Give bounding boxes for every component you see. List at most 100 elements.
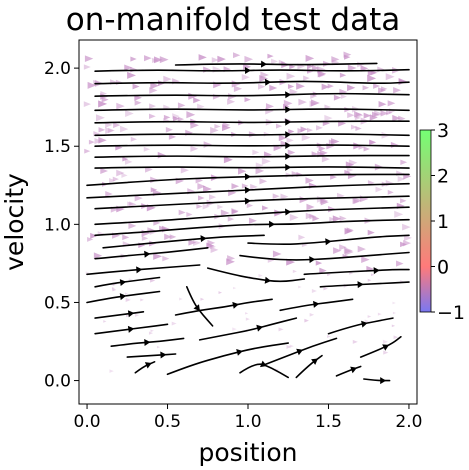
sample-marker	[278, 327, 284, 332]
streamline-arrow	[144, 250, 151, 258]
sample-marker	[212, 66, 222, 73]
sample-marker	[352, 339, 358, 344]
sample-marker	[387, 100, 396, 107]
streamline-arrow	[285, 131, 292, 139]
streamline	[295, 354, 323, 379]
sample-marker	[233, 85, 243, 93]
sample-marker	[252, 149, 260, 156]
streamline	[174, 298, 273, 316]
sample-marker	[100, 167, 108, 175]
sample-marker	[272, 193, 280, 200]
x-tick-label: 0.0	[74, 412, 101, 432]
sample-marker	[94, 137, 103, 145]
streamline	[319, 281, 410, 288]
sample-marker	[331, 138, 340, 145]
sample-marker	[382, 339, 388, 344]
sample-marker	[211, 57, 219, 63]
sample-marker	[262, 205, 269, 211]
sample-marker	[370, 273, 375, 277]
sample-marker	[272, 250, 282, 258]
sample-marker	[109, 177, 116, 184]
sample-marker	[98, 100, 108, 108]
sample-marker	[150, 82, 160, 90]
sample-marker	[363, 112, 372, 119]
streamline-arrow	[285, 118, 292, 126]
sample-marker	[296, 82, 305, 90]
sample-marker	[367, 278, 372, 282]
sample-marker	[390, 141, 399, 149]
sample-marker	[287, 149, 296, 156]
sample-marker	[250, 183, 258, 190]
sample-marker	[203, 66, 212, 73]
sample-marker	[344, 228, 353, 235]
sample-marker	[208, 194, 217, 201]
sample-marker	[165, 126, 173, 133]
sample-marker	[188, 239, 197, 246]
sample-marker	[143, 146, 151, 152]
sample-marker	[354, 115, 361, 121]
sample-marker	[289, 88, 298, 96]
sample-marker	[400, 198, 407, 204]
sample-marker	[299, 196, 309, 204]
sample-marker	[163, 75, 172, 83]
sample-marker	[333, 247, 342, 255]
sample-marker	[232, 327, 237, 331]
sample-marker	[98, 136, 107, 144]
sample-marker	[210, 126, 219, 134]
sample-marker	[289, 344, 294, 348]
sample-marker	[87, 81, 97, 89]
colorbar-tick-label: 1	[437, 211, 449, 233]
streamline	[94, 133, 410, 137]
streamline	[94, 120, 410, 124]
colorbar-tick-label: 3	[437, 120, 449, 142]
sample-marker	[121, 172, 128, 178]
sample-marker	[333, 94, 342, 101]
sample-marker	[378, 101, 387, 108]
streamline	[86, 264, 201, 276]
sample-marker	[220, 209, 230, 217]
x-tick-label: 1.0	[234, 412, 261, 432]
sample-marker	[241, 183, 249, 189]
sample-marker	[375, 186, 383, 193]
streamline-arrow	[285, 106, 292, 114]
sample-marker	[367, 229, 375, 236]
streamline-arrow	[244, 173, 251, 181]
sample-marker	[396, 260, 404, 267]
sample-marker	[304, 318, 309, 323]
sample-marker	[289, 64, 296, 70]
sample-marker	[391, 324, 396, 328]
sample-marker	[163, 114, 171, 120]
sample-marker	[116, 169, 125, 177]
y-tick-label: 2.0	[44, 59, 71, 79]
streamline-arrow	[285, 208, 292, 216]
streamline-arrow	[244, 186, 251, 194]
sample-marker	[321, 83, 330, 91]
sample-marker	[149, 113, 156, 119]
sample-marker	[324, 114, 333, 122]
sample-marker	[267, 53, 274, 59]
sample-marker	[352, 196, 362, 204]
sample-marker	[101, 96, 109, 103]
sample-marker	[98, 127, 106, 133]
sample-marker	[339, 72, 347, 78]
sample-marker	[197, 103, 205, 110]
streamline-arrow	[285, 163, 292, 171]
streamline	[186, 286, 214, 327]
sample-marker	[400, 241, 407, 248]
sample-marker	[258, 83, 266, 90]
sample-marker	[193, 239, 201, 247]
sample-marker	[180, 167, 189, 174]
sample-marker	[367, 74, 377, 82]
streamline-arrow	[261, 60, 268, 68]
sample-marker	[330, 174, 337, 180]
sample-marker	[217, 204, 224, 210]
sample-marker	[178, 209, 186, 216]
sample-marker	[186, 212, 193, 218]
sample-marker	[369, 114, 378, 121]
sample-marker	[84, 55, 94, 63]
streamline	[94, 276, 161, 288]
sample-marker	[255, 167, 265, 175]
streamline-arrow	[200, 235, 207, 243]
sample-marker	[315, 260, 323, 266]
